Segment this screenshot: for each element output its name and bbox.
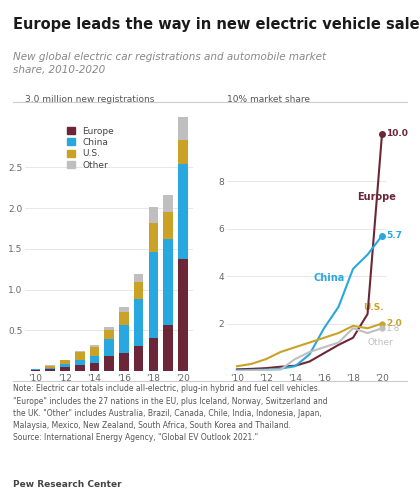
Bar bbox=[163, 195, 173, 212]
Bar bbox=[90, 347, 99, 357]
Bar bbox=[178, 164, 188, 259]
Bar bbox=[119, 307, 129, 312]
Bar bbox=[178, 140, 188, 164]
Text: Europe: Europe bbox=[357, 192, 396, 202]
Bar bbox=[60, 360, 70, 361]
Bar bbox=[60, 365, 70, 367]
Bar bbox=[149, 252, 158, 339]
Text: China: China bbox=[314, 273, 345, 283]
Bar bbox=[119, 312, 129, 325]
Bar bbox=[178, 117, 188, 140]
Bar bbox=[31, 369, 40, 370]
Bar bbox=[149, 339, 158, 371]
Text: Note: Electric car totals include all-electric, plug-in hybrid and fuel cell veh: Note: Electric car totals include all-el… bbox=[13, 384, 327, 442]
Bar bbox=[134, 298, 144, 346]
Bar bbox=[149, 207, 158, 223]
Bar bbox=[75, 361, 84, 366]
Text: Europe leads the way in new electric vehicle sales: Europe leads the way in new electric veh… bbox=[13, 17, 420, 32]
Bar bbox=[119, 325, 129, 353]
Bar bbox=[75, 352, 84, 361]
Bar bbox=[163, 239, 173, 325]
Bar bbox=[178, 259, 188, 371]
Text: New global electric car registrations and automobile market
share, 2010-2020: New global electric car registrations an… bbox=[13, 52, 326, 76]
Bar bbox=[119, 353, 129, 371]
Text: 1.8: 1.8 bbox=[386, 324, 401, 333]
Bar bbox=[105, 330, 114, 339]
Bar bbox=[134, 346, 144, 371]
Bar bbox=[134, 282, 144, 298]
Bar bbox=[134, 274, 144, 282]
Bar bbox=[163, 325, 173, 371]
Bar bbox=[105, 327, 114, 330]
Bar bbox=[149, 223, 158, 252]
Bar bbox=[105, 357, 114, 371]
Bar bbox=[31, 370, 40, 371]
Text: 5.7: 5.7 bbox=[386, 231, 402, 240]
Bar bbox=[90, 363, 99, 371]
Text: 3.0 million new registrations: 3.0 million new registrations bbox=[25, 95, 155, 104]
Bar bbox=[75, 366, 84, 371]
Bar bbox=[45, 366, 55, 368]
Bar bbox=[60, 367, 70, 371]
Text: Pew Research Center: Pew Research Center bbox=[13, 480, 121, 489]
Bar bbox=[45, 368, 55, 370]
Text: 2.0: 2.0 bbox=[386, 319, 402, 328]
Bar bbox=[90, 345, 99, 347]
Bar bbox=[163, 212, 173, 239]
Legend: Europe, China, U.S., Other: Europe, China, U.S., Other bbox=[67, 127, 114, 169]
Bar bbox=[90, 357, 99, 363]
Bar bbox=[105, 339, 114, 357]
Text: U.S.: U.S. bbox=[363, 303, 384, 312]
Text: Other: Other bbox=[368, 338, 393, 347]
Text: 10% market share: 10% market share bbox=[227, 95, 310, 104]
Bar bbox=[45, 370, 55, 371]
Text: 10.0: 10.0 bbox=[386, 129, 408, 138]
Bar bbox=[60, 361, 70, 365]
